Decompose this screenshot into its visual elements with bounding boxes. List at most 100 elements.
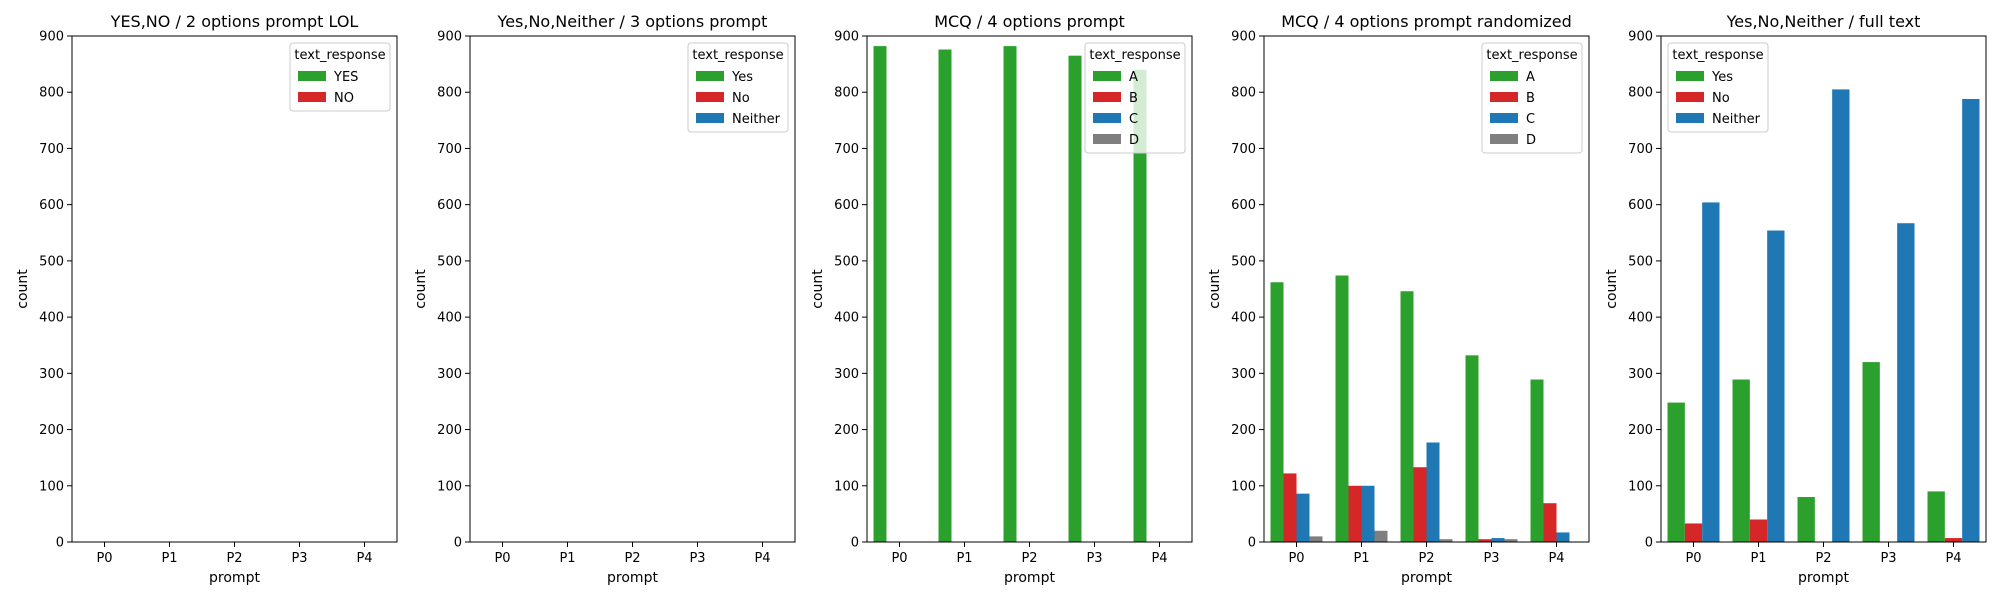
legend-label-no: No xyxy=(1712,91,1730,106)
x-axis-label: prompt xyxy=(1004,570,1055,586)
bar-neither-p4 xyxy=(1962,98,1980,542)
y-axis-label: count xyxy=(15,269,31,309)
y-tick-label: 800 xyxy=(1231,86,1256,101)
y-tick-label: 700 xyxy=(39,142,64,157)
y-tick-label: 0 xyxy=(56,536,64,551)
bar-a-p2 xyxy=(1003,46,1017,543)
legend-label-d: D xyxy=(1526,133,1536,148)
x-tick-label: P2 xyxy=(1815,551,1831,566)
y-tick-label: 0 xyxy=(851,536,859,551)
y-tick-label: 300 xyxy=(834,367,859,382)
y-tick-label: 800 xyxy=(1628,86,1653,101)
bar-c-p3 xyxy=(1491,538,1505,542)
bar-b-p2 xyxy=(1413,467,1427,542)
y-tick-label: 800 xyxy=(834,86,859,101)
y-tick-label: 700 xyxy=(1628,142,1653,157)
y-tick-label: 900 xyxy=(39,30,64,45)
y-tick-label: 700 xyxy=(437,142,462,157)
legend-swatch-c xyxy=(1093,113,1121,123)
x-tick-label: P3 xyxy=(689,551,705,566)
x-tick-label: P2 xyxy=(1021,551,1037,566)
bar-a-p0 xyxy=(873,46,887,543)
y-axis-label: count xyxy=(413,269,429,309)
legend-swatch-a xyxy=(1093,71,1121,81)
chart-title: Yes,No,Neither / 3 options prompt xyxy=(497,12,768,31)
y-tick-label: 600 xyxy=(437,198,462,213)
legend-swatch-no xyxy=(298,92,326,102)
bar-d-p1 xyxy=(1374,530,1388,542)
bar-a-p1 xyxy=(1335,275,1349,542)
y-tick-label: 200 xyxy=(39,423,64,438)
legend-title: text_response xyxy=(294,48,385,63)
legend-title: text_response xyxy=(1486,48,1577,63)
bar-yes-p0 xyxy=(1667,402,1685,542)
bar-a-p2 xyxy=(1400,291,1414,542)
x-tick-label: P4 xyxy=(1151,551,1167,566)
x-tick-label: P0 xyxy=(494,551,510,566)
chart-panel-3: MCQ / 4 options prompt 0 100 200 300 400 500 60… xyxy=(810,12,1193,586)
x-tick-label: P1 xyxy=(559,551,575,566)
legend-label-c: C xyxy=(1129,112,1138,127)
legend-swatch-a xyxy=(1490,71,1518,81)
chart-title: YES,NO / 2 options prompt LOL xyxy=(110,12,359,31)
y-tick-label: 100 xyxy=(39,479,64,494)
y-axis-label: count xyxy=(810,269,826,309)
y-tick-label: 900 xyxy=(1231,30,1256,45)
y-tick-label: 200 xyxy=(1628,423,1653,438)
legend-label-yes: Yes xyxy=(1711,70,1733,85)
bar-c-p4 xyxy=(1556,532,1570,542)
y-tick-label: 500 xyxy=(834,254,859,269)
chart-title: MCQ / 4 options prompt randomized xyxy=(1281,12,1572,31)
y-tick-label: 800 xyxy=(39,86,64,101)
x-axis-label: prompt xyxy=(1798,570,1849,586)
bar-d-p3 xyxy=(1504,539,1518,542)
legend: text_response Yes No Neither xyxy=(1667,42,1769,133)
x-tick-label: P1 xyxy=(1353,551,1369,566)
bar-b-p1 xyxy=(1348,485,1362,542)
y-tick-label: 500 xyxy=(1628,254,1653,269)
y-tick-label: 600 xyxy=(1231,198,1256,213)
x-tick-label: P4 xyxy=(356,551,372,566)
x-tick-label: P4 xyxy=(1945,551,1961,566)
y-tick-label: 200 xyxy=(834,423,859,438)
bar-c-p2 xyxy=(1426,442,1440,542)
chart-title: MCQ / 4 options prompt xyxy=(934,12,1125,31)
y-tick-label: 600 xyxy=(1628,198,1653,213)
x-tick-label: P0 xyxy=(1288,551,1304,566)
legend-box xyxy=(687,42,789,133)
y-tick-label: 0 xyxy=(1645,536,1653,551)
bar-b-p4 xyxy=(1543,503,1557,542)
y-tick-label: 900 xyxy=(834,30,859,45)
legend-label-no: NO xyxy=(334,91,354,106)
bar-neither-p1 xyxy=(1767,230,1785,542)
y-tick-label: 500 xyxy=(39,254,64,269)
bar-b-p3 xyxy=(1478,539,1492,542)
legend-label-no: No xyxy=(732,91,750,106)
legend-swatch-no xyxy=(696,92,724,102)
legend-label-d: D xyxy=(1129,133,1139,148)
legend-label-b: B xyxy=(1526,91,1535,106)
legend: text_response Yes No Neither xyxy=(687,42,789,133)
legend-label-b: B xyxy=(1129,91,1138,106)
x-tick-label: P3 xyxy=(291,551,307,566)
bar-yes-p1 xyxy=(1732,379,1750,542)
legend-swatch-neither xyxy=(1676,113,1704,123)
chart-panel-5: Yes,No,Neither / full text 0 100 200 300 400 5… xyxy=(1604,12,1987,586)
bar-a-p4 xyxy=(1530,379,1544,542)
y-tick-label: 900 xyxy=(437,30,462,45)
y-axis-label: count xyxy=(1604,269,1620,309)
legend-label-c: C xyxy=(1526,112,1535,127)
bar-a-p4 xyxy=(1133,69,1147,542)
y-tick-label: 0 xyxy=(1248,536,1256,551)
legend-swatch-yes xyxy=(1676,71,1704,81)
bar-d-p2 xyxy=(1439,539,1453,542)
x-axis-label: prompt xyxy=(209,570,260,586)
chart-panel-2: Yes,No,Neither / 3 options prompt 0 100 200… xyxy=(413,12,796,586)
x-tick-label: P0 xyxy=(1685,551,1701,566)
legend-swatch-yes xyxy=(298,71,326,81)
y-tick-label: 600 xyxy=(39,198,64,213)
bar-yes-p4 xyxy=(1927,491,1945,542)
y-tick-label: 800 xyxy=(437,86,462,101)
y-tick-label: 700 xyxy=(834,142,859,157)
